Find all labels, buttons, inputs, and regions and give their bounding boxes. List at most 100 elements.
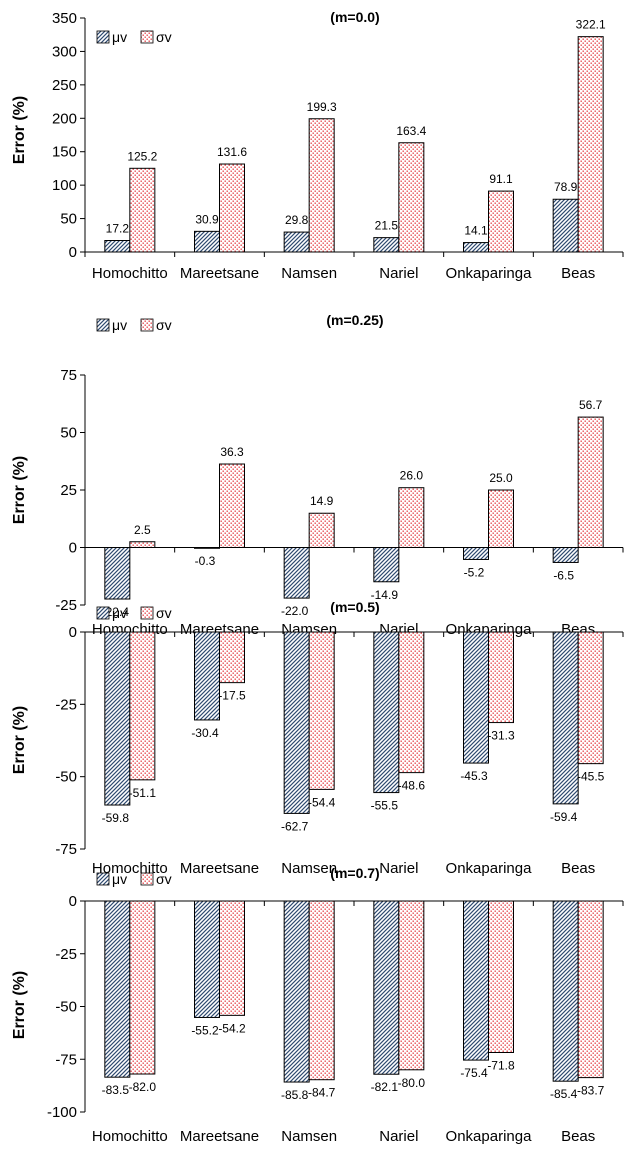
bar-mu-beas	[552, 900, 579, 1082]
bar-sigma-homochitto	[129, 900, 156, 1075]
chart-title: (m=0.7)	[330, 865, 379, 881]
y-tick-label: 50	[60, 211, 77, 228]
data-label: 131.6	[217, 145, 247, 159]
data-label: -45.5	[577, 770, 605, 784]
bar-sigma-beas	[577, 416, 604, 548]
bar-mu-onkaparinga	[463, 631, 489, 764]
bar-mu-mareetsane	[194, 900, 220, 1018]
chart-title: (m=0.5)	[330, 599, 379, 615]
bar-mu-onkaparinga	[463, 547, 489, 560]
legend: μv σv	[96, 317, 172, 333]
legend-swatch-0	[96, 606, 110, 620]
y-axis-label: Error (%)	[11, 706, 28, 774]
x-category-label: Nariel	[379, 860, 418, 877]
data-label: 25.0	[489, 471, 513, 485]
bar-sigma-nariel	[398, 900, 425, 1071]
y-tick-label: 150	[52, 144, 77, 161]
data-label: -55.2	[191, 1023, 219, 1037]
x-category-label: Namsen	[281, 1128, 337, 1145]
y-axis-label: Error (%)	[11, 971, 28, 1039]
bar-mu-nariel	[373, 631, 400, 794]
y-tick-label: 350	[52, 10, 77, 27]
data-label: -82.0	[129, 1080, 157, 1094]
data-label: -45.3	[460, 769, 488, 783]
bar-mu-onkaparinga	[463, 242, 489, 253]
y-tick-label: 250	[52, 77, 77, 94]
data-label: 91.1	[489, 172, 513, 186]
bar-sigma-namsen	[308, 631, 335, 790]
x-category-label: Onkaparinga	[446, 265, 533, 282]
data-label: -54.2	[218, 1021, 246, 1035]
bar-sigma-homochitto	[129, 541, 156, 548]
data-label: 163.4	[396, 124, 426, 138]
x-category-label: Beas	[561, 265, 595, 282]
data-label: -85.8	[281, 1088, 309, 1102]
legend-entry-1: σv	[156, 317, 172, 333]
bar-sigma-onkaparinga	[488, 900, 514, 1053]
y-axis-label: Error (%)	[11, 96, 28, 164]
bar-mu-homochitto	[104, 240, 131, 253]
data-label: 125.2	[127, 149, 157, 163]
x-category-label: Beas	[561, 860, 595, 877]
x-category-label: Beas	[561, 1128, 595, 1145]
data-label: -59.4	[550, 810, 578, 824]
bar-mu-homochitto	[104, 900, 131, 1078]
bar-sigma-onkaparinga	[488, 489, 514, 548]
data-label: 78.9	[554, 180, 578, 194]
y-tick-label: -25	[55, 946, 77, 963]
y-tick-label: 0	[69, 540, 77, 557]
data-label: -17.5	[218, 689, 246, 703]
bar-mu-mareetsane	[194, 230, 220, 253]
y-tick-label: 25	[60, 482, 77, 499]
data-label: -62.7	[281, 819, 309, 833]
bar-mu-namsen	[283, 231, 310, 253]
y-tick-label: -25	[55, 696, 77, 713]
bar-sigma-nariel	[398, 142, 425, 253]
bar-sigma-namsen	[308, 512, 335, 548]
bar-mu-beas	[552, 547, 579, 563]
data-label: -83.5	[102, 1083, 130, 1097]
x-category-label: Homochitto	[92, 1128, 168, 1145]
x-category-label: Nariel	[379, 1128, 418, 1145]
data-label: -80.0	[398, 1076, 426, 1090]
y-tick-label: 300	[52, 43, 77, 60]
bar-sigma-beas	[577, 631, 604, 765]
x-category-label: Homochitto	[92, 265, 168, 282]
bar-sigma-homochitto	[129, 631, 156, 781]
data-label: -31.3	[487, 729, 515, 743]
data-label: -54.4	[308, 795, 336, 809]
x-category-label: Namsen	[281, 265, 337, 282]
x-category-label: Onkaparinga	[446, 1128, 533, 1145]
x-category-label: Mareetsane	[180, 860, 259, 877]
y-tick-label: -75	[55, 1051, 77, 1068]
data-label: 56.7	[579, 398, 603, 412]
bar-sigma-beas	[577, 36, 604, 253]
y-tick-label: -25	[55, 597, 77, 614]
data-label: 2.5	[134, 523, 151, 537]
x-category-label: Nariel	[379, 265, 418, 282]
x-category-label: Onkaparinga	[446, 860, 533, 877]
x-category-label: Mareetsane	[180, 1128, 259, 1145]
y-tick-label: -75	[55, 841, 77, 858]
data-label: -22.0	[281, 604, 309, 618]
legend-swatch-1	[140, 872, 154, 886]
legend-entry-0: μv	[112, 605, 127, 621]
y-tick-label: 0	[69, 624, 77, 641]
bar-sigma-mareetsane	[219, 463, 245, 549]
bar-sigma-onkaparinga	[488, 190, 514, 253]
bar-mu-nariel	[373, 547, 400, 583]
data-label: 36.3	[220, 445, 244, 459]
data-label: 26.0	[400, 469, 424, 483]
legend: μv σv	[96, 605, 172, 621]
data-label: -85.4	[550, 1087, 578, 1101]
bar-mu-nariel	[373, 900, 400, 1075]
data-label: -55.5	[371, 799, 399, 813]
bar-mu-namsen	[283, 900, 310, 1083]
data-label: -82.1	[371, 1080, 399, 1094]
bar-sigma-homochitto	[129, 167, 156, 253]
y-axis-label: Error (%)	[11, 456, 28, 524]
data-label: -14.9	[371, 588, 399, 602]
bar-sigma-namsen	[308, 900, 335, 1081]
